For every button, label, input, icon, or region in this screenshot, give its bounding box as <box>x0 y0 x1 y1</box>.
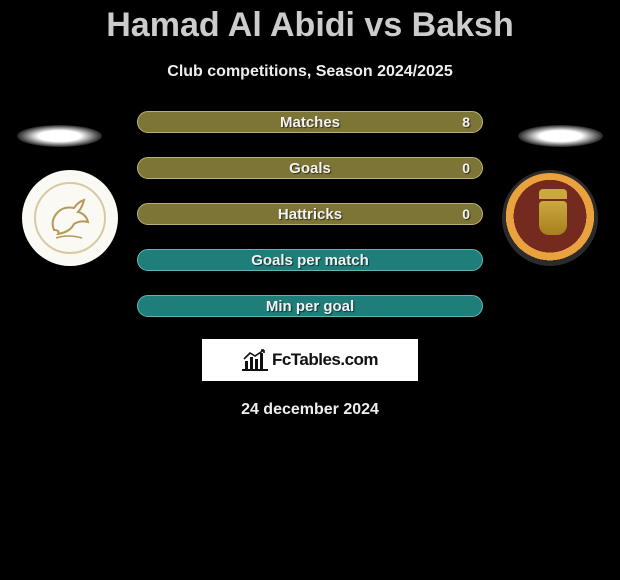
stats-list: Matches 8 Goals 0 Hattricks 0 Goals per match M… <box>137 111 483 317</box>
stat-value-right: 0 <box>462 160 470 176</box>
spotlight-right <box>518 125 603 147</box>
stat-label: Matches <box>280 114 340 131</box>
stat-row: Matches 8 <box>137 111 483 133</box>
stat-row: Goals per match <box>137 249 483 271</box>
brand-badge: FcTables.com <box>202 339 418 381</box>
stat-label: Hattricks <box>278 206 342 223</box>
spotlight-left <box>17 125 102 147</box>
stat-row: Goals 0 <box>137 157 483 179</box>
stat-value-right: 8 <box>462 114 470 130</box>
stat-label: Goals per match <box>251 252 369 269</box>
stat-row: Min per goal <box>137 295 483 317</box>
club-crest-right <box>502 170 598 266</box>
page-title: Hamad Al Abidi vs Baksh <box>0 6 620 45</box>
stat-label: Goals <box>289 160 331 177</box>
chart-icon <box>242 349 268 371</box>
brand-text: FcTables.com <box>272 350 378 370</box>
bird-icon <box>44 190 96 242</box>
footer-date: 24 december 2024 <box>0 401 620 419</box>
stat-row: Hattricks 0 <box>137 203 483 225</box>
subtitle: Club competitions, Season 2024/2025 <box>0 63 620 81</box>
club-crest-left <box>22 170 118 266</box>
stat-label: Min per goal <box>266 298 354 315</box>
stat-value-right: 0 <box>462 206 470 222</box>
